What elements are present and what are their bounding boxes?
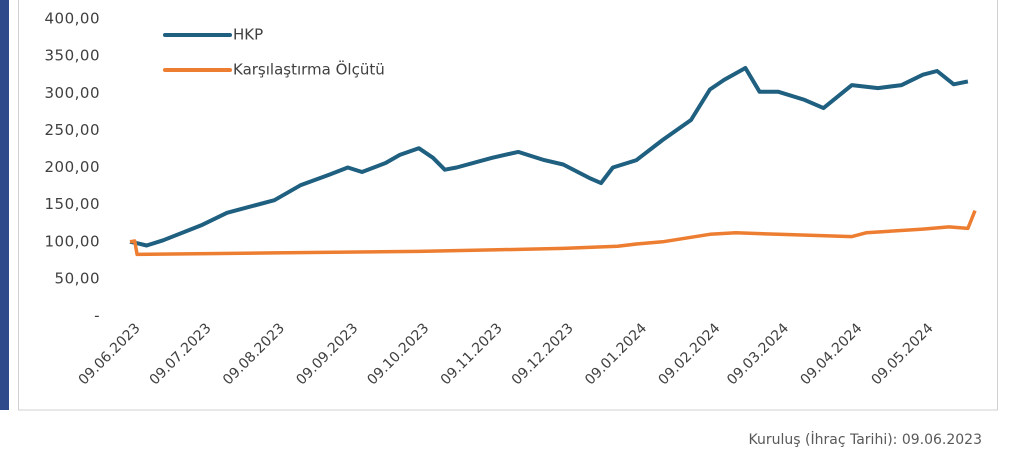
x-tick-label: 09.08.2023 <box>220 320 288 388</box>
y-tick-label: 400,00 <box>45 10 101 28</box>
x-tick-label: 09.11.2023 <box>438 320 506 388</box>
x-tick-label: 09.02.2024 <box>656 320 724 388</box>
side-strip <box>0 0 9 410</box>
y-tick-label: 150,00 <box>45 195 101 213</box>
x-tick-label: 09.09.2023 <box>293 320 361 388</box>
y-tick-label: 250,00 <box>45 121 101 139</box>
y-tick-label: 200,00 <box>45 158 101 176</box>
y-tick-label: 300,00 <box>45 84 101 102</box>
legend-label: HKP <box>233 26 263 44</box>
y-tick-label: 100,00 <box>45 232 101 250</box>
x-tick-label: 09.12.2023 <box>509 320 577 388</box>
x-tick-label: 09.03.2024 <box>724 320 792 388</box>
x-tick-label: 09.06.2023 <box>76 320 144 388</box>
y-tick-label: - <box>94 307 100 325</box>
y-tick-label: 350,00 <box>45 47 101 65</box>
series-line <box>129 209 977 257</box>
x-tick-label: 09.10.2023 <box>364 320 432 388</box>
footnote: Kuruluş (İhraç Tarihi): 09.06.2023 <box>749 430 982 448</box>
x-tick-label: 09.05.2024 <box>869 320 937 388</box>
x-tick-label: 09.01.2024 <box>582 320 650 388</box>
legend-label: Karşılaştırma Ölçütü <box>233 60 385 79</box>
x-tick-label: 09.07.2023 <box>147 320 215 388</box>
x-tick-label: 09.04.2024 <box>798 320 866 388</box>
y-tick-label: 50,00 <box>55 269 100 287</box>
chart-frame <box>18 0 998 411</box>
series-line <box>129 66 969 248</box>
